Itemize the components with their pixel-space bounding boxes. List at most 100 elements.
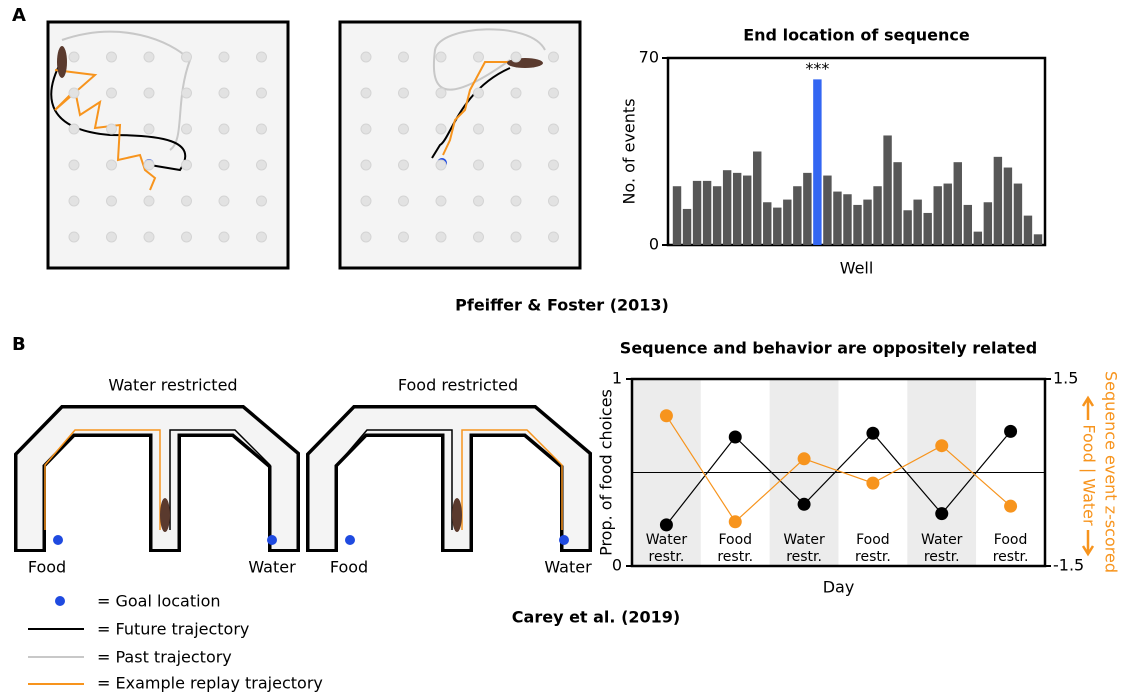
x-tick-label: Foodrestr. [993, 532, 1029, 565]
arrow [1083, 530, 1093, 554]
bar [673, 186, 681, 245]
bar [803, 173, 811, 245]
well [549, 232, 559, 242]
point [660, 518, 673, 531]
arrow [1083, 398, 1093, 420]
bar [1004, 168, 1012, 245]
well [144, 88, 154, 98]
y2-tick-label: 1.5 [1053, 369, 1078, 388]
well [399, 52, 409, 62]
well [219, 160, 229, 170]
well [219, 124, 229, 134]
point [866, 427, 879, 440]
y2-tick-label: -1.5 [1053, 556, 1084, 575]
well [69, 52, 79, 62]
panel-label: A [12, 5, 26, 26]
bar [873, 186, 881, 245]
bar [984, 202, 992, 245]
x-axis-label: Well [840, 259, 874, 278]
well [257, 232, 267, 242]
bar [693, 181, 701, 245]
bar [703, 181, 711, 245]
bar [913, 200, 921, 245]
well [182, 232, 192, 242]
well [549, 88, 559, 98]
x-tick-label: Waterrestr. [646, 532, 688, 565]
bar [944, 184, 952, 245]
y-tick-label: 70 [639, 48, 659, 67]
x-tick-label: Foodrestr. [855, 532, 891, 565]
bar [773, 208, 781, 245]
bar [853, 205, 861, 245]
well [69, 160, 79, 170]
well [182, 88, 192, 98]
well [474, 196, 484, 206]
well [399, 160, 409, 170]
legend-label: = Example replay trajectory [97, 674, 323, 692]
well [511, 88, 521, 98]
bar [723, 170, 731, 245]
well [511, 52, 521, 62]
bar [893, 162, 901, 245]
y-tick-label: 1 [612, 369, 622, 388]
well [399, 124, 409, 134]
bar [964, 205, 972, 245]
well [107, 124, 117, 134]
well [474, 88, 484, 98]
well [144, 124, 154, 134]
bar [1024, 216, 1032, 245]
well [549, 160, 559, 170]
bar [713, 186, 721, 245]
well [182, 196, 192, 206]
well [107, 160, 117, 170]
well [474, 160, 484, 170]
well [219, 88, 229, 98]
well [511, 196, 521, 206]
well [549, 196, 559, 206]
well [436, 88, 446, 98]
well [436, 232, 446, 242]
bar [954, 162, 962, 245]
arena-1 [48, 22, 288, 268]
well [69, 196, 79, 206]
point [866, 477, 879, 490]
well [399, 232, 409, 242]
well [219, 232, 229, 242]
bar [863, 200, 871, 245]
well [144, 196, 154, 206]
bar [753, 152, 761, 246]
chart-title: Sequence and behavior are oppositely rel… [620, 339, 1037, 358]
well [399, 196, 409, 206]
legend-label: = Goal location [97, 592, 221, 611]
well [511, 232, 521, 242]
well [69, 88, 79, 98]
bar [1014, 184, 1022, 245]
point [729, 515, 742, 528]
well [144, 52, 154, 62]
well [474, 124, 484, 134]
well [219, 52, 229, 62]
well [474, 232, 484, 242]
y2-axis-sublabel: Food | Water [1080, 424, 1099, 526]
y-tick-label: 0 [612, 556, 622, 575]
well [182, 160, 192, 170]
well [144, 160, 154, 170]
well [549, 124, 559, 134]
well [511, 124, 521, 134]
well [257, 160, 267, 170]
well [361, 124, 371, 134]
maze-label: Water [248, 558, 296, 577]
maze-1 [30, 421, 284, 552]
point [660, 409, 673, 422]
point [1004, 500, 1017, 513]
well [436, 52, 446, 62]
point [1004, 425, 1017, 438]
caption: Carey et al. (2019) [512, 608, 680, 627]
bar [783, 200, 791, 245]
point [935, 439, 948, 452]
bar [843, 194, 851, 245]
maze-label: Food [28, 558, 66, 577]
bar [934, 186, 942, 245]
bar [683, 209, 691, 245]
